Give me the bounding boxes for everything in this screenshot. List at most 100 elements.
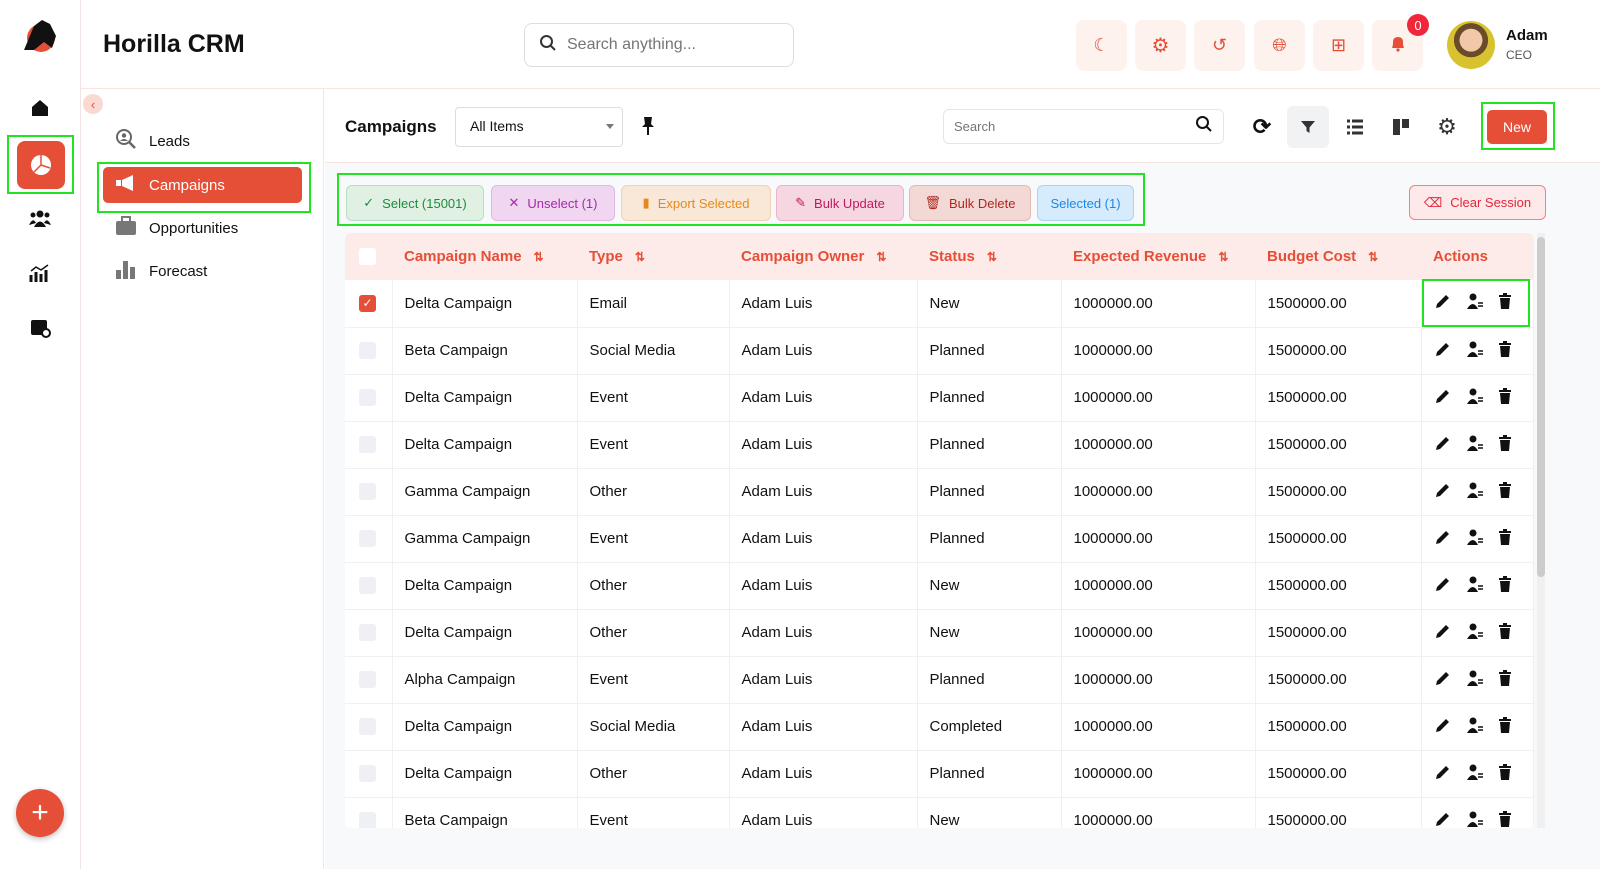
- sort-icon[interactable]: ⇅: [1218, 250, 1229, 264]
- edit-icon[interactable]: [1434, 340, 1452, 362]
- sort-icon[interactable]: ⇅: [634, 250, 645, 264]
- edit-icon[interactable]: [1434, 669, 1452, 691]
- home-icon[interactable]: [15, 83, 65, 133]
- change-owner-icon[interactable]: [1466, 716, 1484, 738]
- settings-button[interactable]: ⚙: [1135, 20, 1186, 71]
- view-select[interactable]: All Items: [455, 107, 623, 147]
- clear-session-button[interactable]: ⌫ Clear Session: [1409, 185, 1546, 220]
- table-row[interactable]: ✓ Delta Campaign Email Adam Luis New 1000000.…: [345, 280, 1534, 328]
- export-selected-button[interactable]: ▮ Export Selected: [621, 185, 771, 221]
- change-owner-icon[interactable]: [1466, 481, 1484, 503]
- table-row[interactable]: Gamma Campaign Other Adam Luis Planned 10000…: [345, 468, 1534, 516]
- global-search[interactable]: [524, 23, 794, 67]
- delete-icon[interactable]: [1498, 810, 1512, 829]
- edit-icon[interactable]: [1434, 387, 1452, 409]
- delete-icon[interactable]: [1498, 575, 1512, 596]
- delete-icon[interactable]: [1498, 293, 1512, 313]
- change-owner-icon[interactable]: [1466, 810, 1484, 829]
- edit-icon[interactable]: [1434, 810, 1452, 829]
- row-checkbox[interactable]: [359, 577, 376, 595]
- edit-icon[interactable]: [1434, 528, 1452, 550]
- list-search[interactable]: [943, 109, 1224, 144]
- row-checkbox[interactable]: [359, 718, 376, 736]
- unselect-button[interactable]: ✕ Unselect (1): [491, 185, 615, 221]
- apps-button[interactable]: ⊞: [1313, 20, 1364, 71]
- edit-icon[interactable]: [1434, 434, 1452, 456]
- add-button[interactable]: +: [16, 789, 64, 837]
- table-row[interactable]: Delta Campaign Event Adam Luis Planned 10000…: [345, 374, 1534, 422]
- table-row[interactable]: Alpha Campaign Event Adam Luis Planned 10000…: [345, 656, 1534, 704]
- sidebar-item-campaigns[interactable]: Campaigns: [103, 167, 302, 203]
- dark-mode-button[interactable]: ☾: [1076, 20, 1127, 71]
- campaigns-rail-button[interactable]: [7, 135, 74, 194]
- edit-icon[interactable]: [1434, 622, 1452, 644]
- column-header[interactable]: Budget Cost ⇅: [1255, 233, 1421, 280]
- calendar-icon[interactable]: [15, 302, 65, 352]
- list-view-icon[interactable]: [1334, 106, 1376, 148]
- change-owner-icon[interactable]: [1466, 575, 1484, 597]
- language-button[interactable]: 🌐︎: [1254, 20, 1305, 71]
- edit-icon[interactable]: [1434, 481, 1452, 503]
- edit-icon[interactable]: [1434, 716, 1452, 738]
- delete-icon[interactable]: [1498, 387, 1512, 408]
- edit-icon[interactable]: [1434, 292, 1452, 314]
- delete-icon[interactable]: [1498, 481, 1512, 502]
- select-all-checkbox[interactable]: [359, 248, 376, 266]
- edit-icon[interactable]: [1434, 575, 1452, 597]
- sort-icon[interactable]: ⇅: [876, 250, 887, 264]
- row-checkbox[interactable]: [359, 765, 376, 783]
- history-button[interactable]: ↺: [1194, 20, 1245, 71]
- refresh-icon[interactable]: ⟳: [1252, 114, 1272, 139]
- table-row[interactable]: Delta Campaign Other Adam Luis New 1000000.0…: [345, 609, 1534, 657]
- row-checkbox[interactable]: [359, 812, 376, 828]
- row-checkbox[interactable]: [359, 436, 376, 454]
- change-owner-icon[interactable]: [1466, 622, 1484, 644]
- list-search-input[interactable]: [954, 119, 1130, 134]
- kanban-view-icon[interactable]: [1380, 106, 1422, 148]
- sidebar-item-leads[interactable]: Leads: [103, 123, 302, 159]
- column-header[interactable]: Expected Revenue ⇅: [1061, 233, 1255, 280]
- change-owner-icon[interactable]: [1466, 387, 1484, 409]
- change-owner-icon[interactable]: [1466, 528, 1484, 550]
- column-header[interactable]: Campaign Name ⇅: [392, 233, 577, 280]
- delete-icon[interactable]: [1498, 669, 1512, 690]
- delete-icon[interactable]: [1498, 622, 1512, 643]
- row-checkbox[interactable]: [359, 389, 376, 407]
- table-row[interactable]: Beta Campaign Social Media Adam Luis Planne…: [345, 327, 1534, 375]
- users-icon[interactable]: [15, 193, 65, 243]
- change-owner-icon[interactable]: [1466, 763, 1484, 785]
- table-row[interactable]: Delta Campaign Other Adam Luis Planned 10000…: [345, 750, 1534, 798]
- selected-count-button[interactable]: Selected (1): [1037, 185, 1134, 221]
- avatar[interactable]: [1447, 21, 1495, 69]
- column-header[interactable]: Type ⇅: [577, 233, 729, 280]
- delete-icon[interactable]: [1498, 763, 1512, 784]
- table-row[interactable]: Delta Campaign Event Adam Luis Planned 10000…: [345, 421, 1534, 469]
- column-header[interactable]: Status ⇅: [917, 233, 1061, 280]
- sidebar-item-forecast[interactable]: Forecast: [103, 253, 302, 289]
- delete-icon[interactable]: [1498, 528, 1512, 549]
- scrollbar-thumb[interactable]: [1537, 237, 1545, 577]
- bulk-delete-button[interactable]: 🗑︎ Bulk Delete: [909, 185, 1031, 221]
- edit-icon[interactable]: [1434, 763, 1452, 785]
- row-checkbox[interactable]: [359, 624, 376, 642]
- delete-icon[interactable]: [1498, 340, 1512, 361]
- change-owner-icon[interactable]: [1466, 340, 1484, 362]
- row-checkbox[interactable]: ✓: [359, 295, 376, 313]
- delete-icon[interactable]: [1498, 716, 1512, 737]
- sort-icon[interactable]: ⇅: [533, 250, 544, 264]
- table-row[interactable]: Beta Campaign Event Adam Luis New 1000000.00…: [345, 797, 1534, 828]
- global-search-input[interactable]: [567, 36, 767, 54]
- row-checkbox[interactable]: [359, 483, 376, 501]
- bulk-update-button[interactable]: ✎ Bulk Update: [776, 185, 904, 221]
- table-scrollbar[interactable]: [1537, 233, 1545, 828]
- search-icon[interactable]: [1195, 115, 1213, 138]
- notifications-button[interactable]: 0: [1372, 14, 1429, 71]
- analytics-icon[interactable]: [15, 248, 65, 298]
- sort-icon[interactable]: ⇅: [986, 250, 997, 264]
- change-owner-icon[interactable]: [1466, 292, 1484, 314]
- gear-icon[interactable]: ⚙: [1437, 114, 1457, 139]
- row-checkbox[interactable]: [359, 671, 376, 689]
- collapse-sidebar-button[interactable]: ‹: [83, 94, 103, 114]
- column-header[interactable]: Campaign Owner ⇅: [729, 233, 917, 280]
- row-checkbox[interactable]: [359, 342, 376, 360]
